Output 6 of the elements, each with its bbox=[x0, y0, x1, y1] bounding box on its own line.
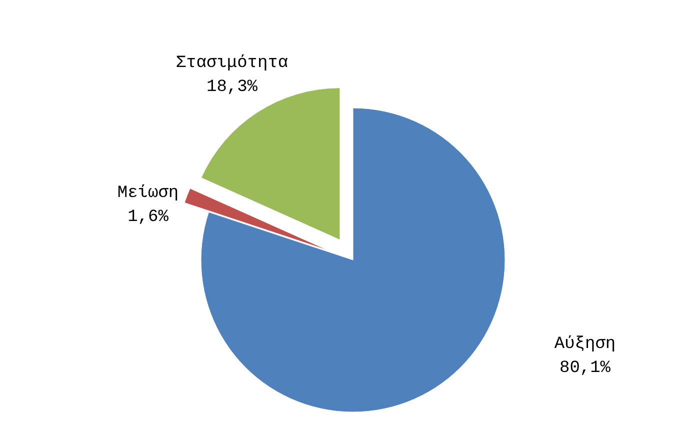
data-label: 1,6% bbox=[128, 208, 170, 227]
data-label: 80,1% bbox=[559, 359, 612, 378]
slice-label: Μείωση bbox=[117, 184, 179, 203]
data-label: 18,3% bbox=[206, 78, 258, 97]
slice-label: Αύξηση bbox=[554, 335, 616, 354]
slice-label: Στασιμότητα bbox=[176, 54, 288, 73]
